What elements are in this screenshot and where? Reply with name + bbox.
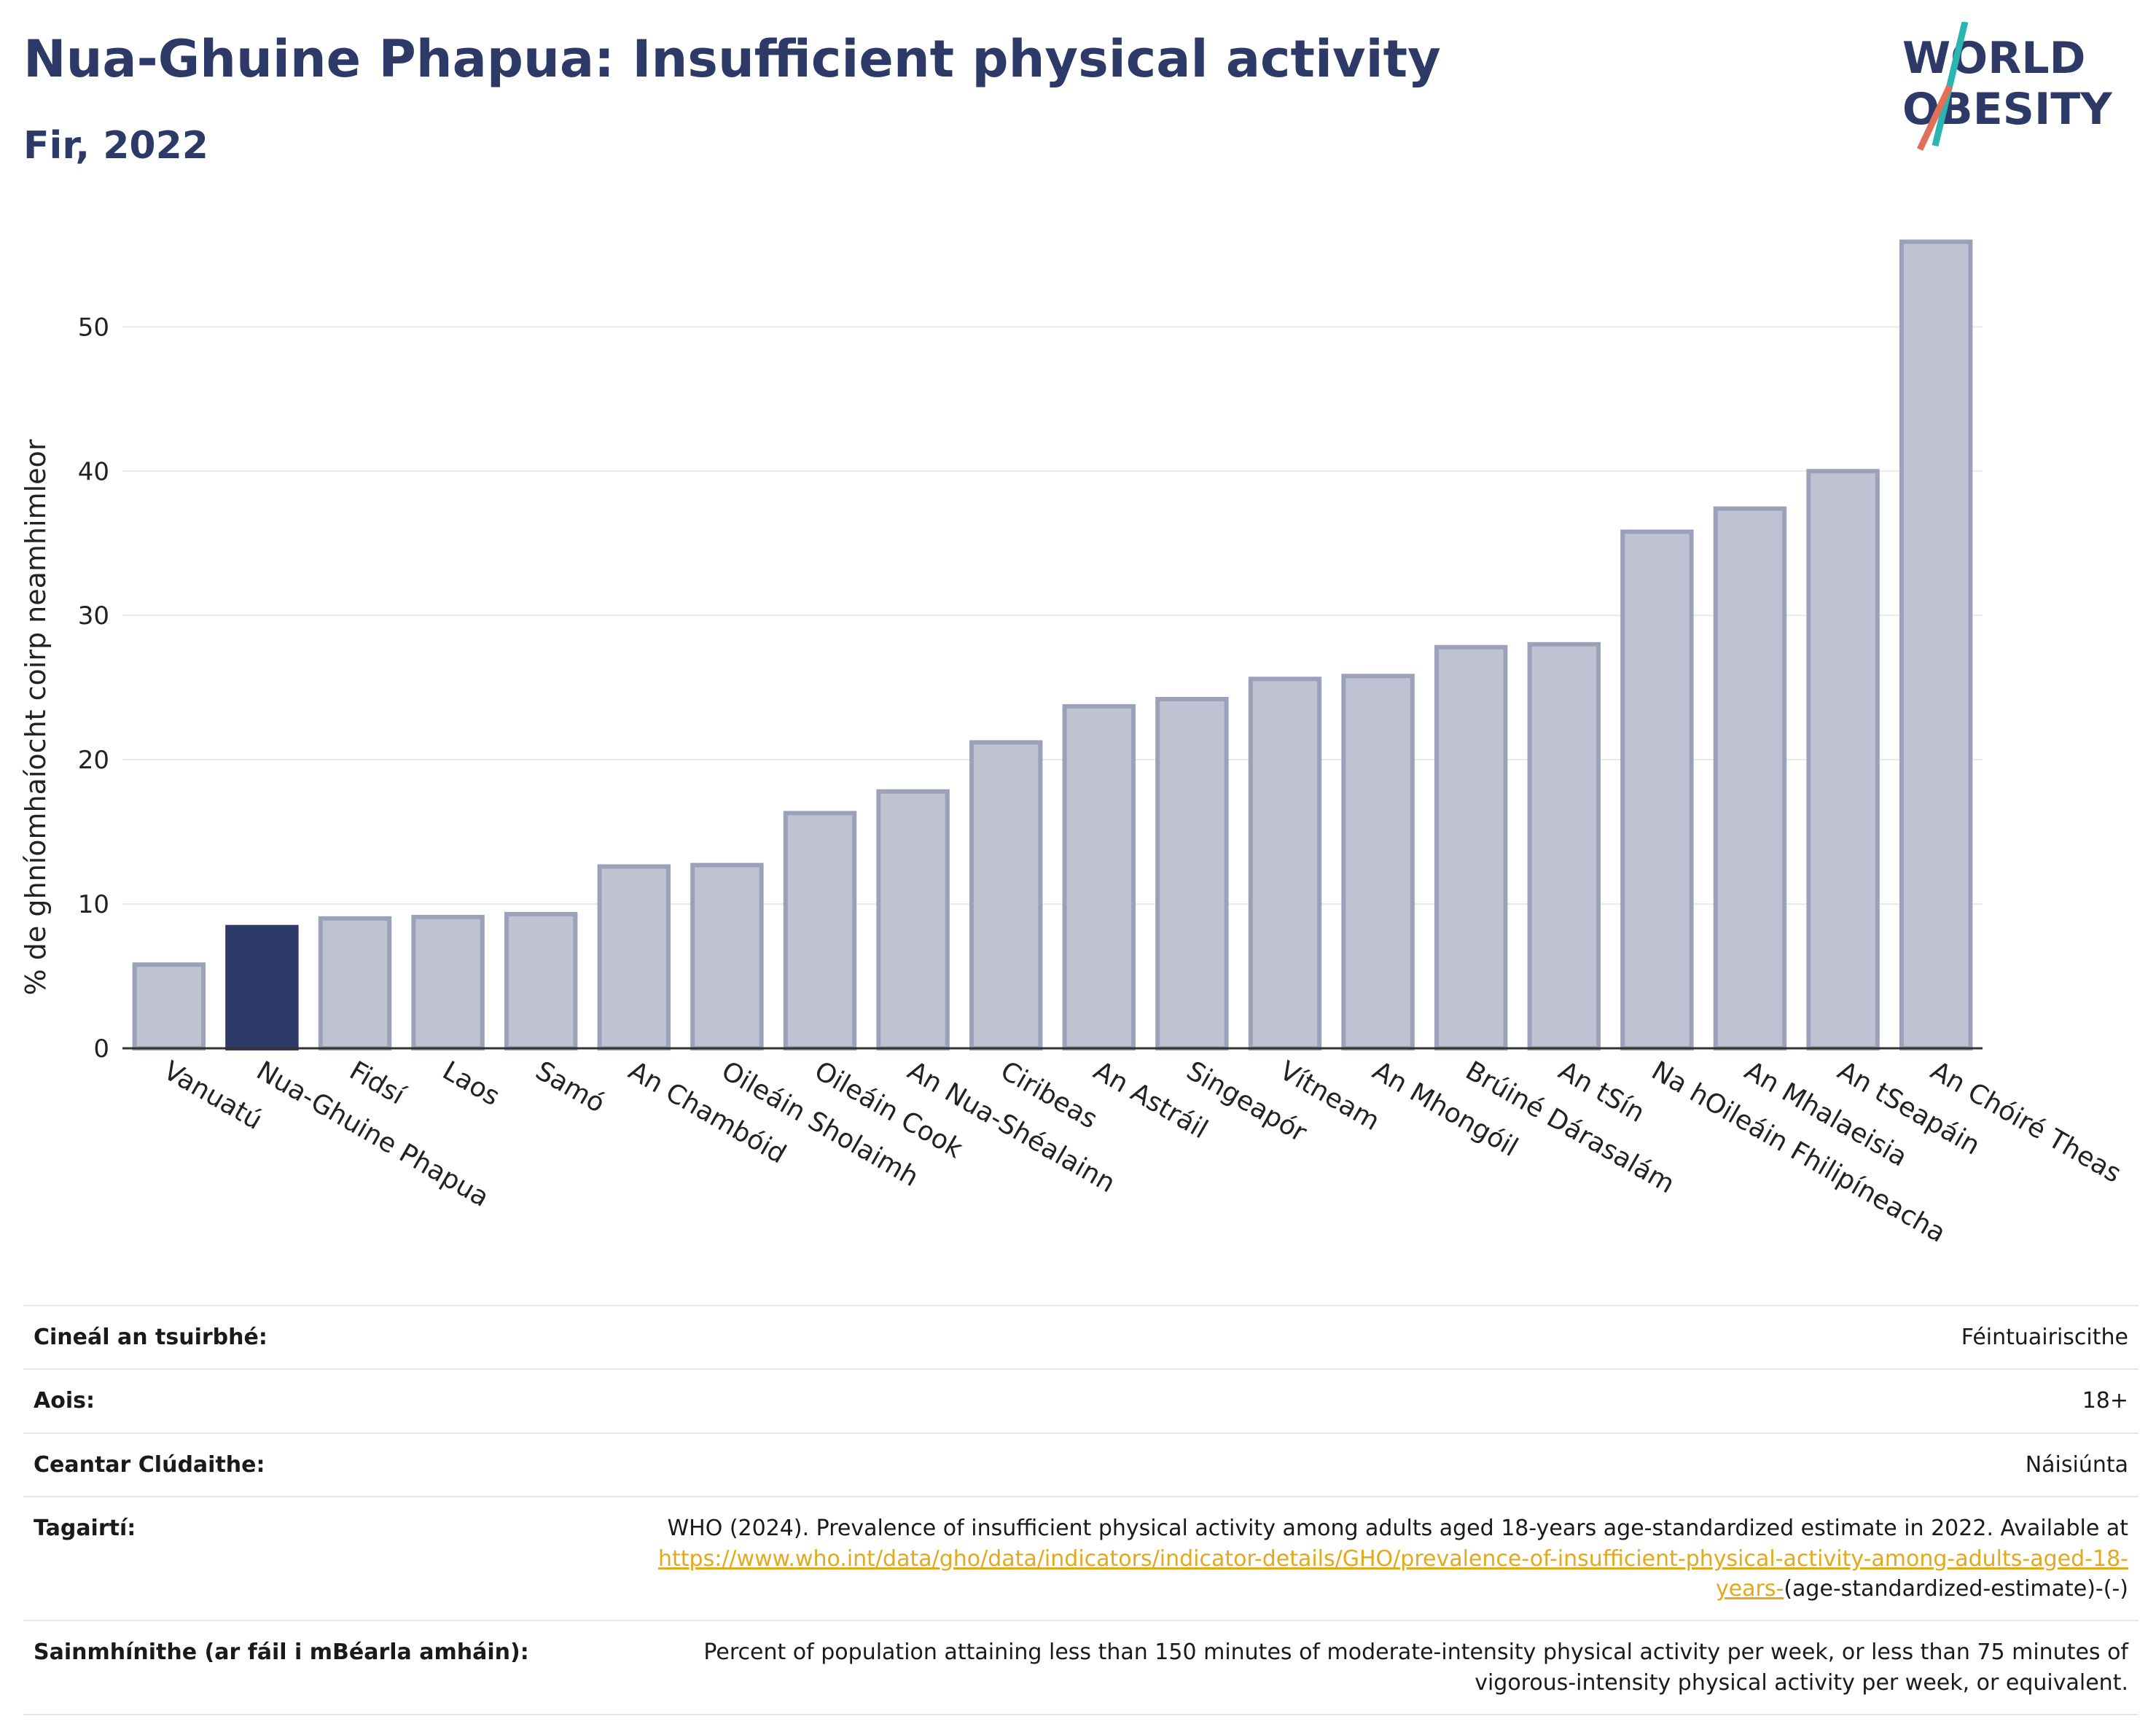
meta-key: Sainmhínithe (ar fáil i mBéarla amháin): <box>23 1620 598 1716</box>
meta-value: Percent of population attaining less tha… <box>598 1620 2139 1716</box>
bar <box>411 914 485 1050</box>
bar <box>1341 674 1415 1051</box>
meta-row-references: Tagairtí: WHO (2024). Prevalence of insu… <box>23 1496 2139 1622</box>
y-tick-label: 20 <box>78 746 109 775</box>
svg-text:WORLD: WORLD <box>1902 33 2085 84</box>
y-tick-label: 50 <box>78 313 109 342</box>
meta-row-definitions: Sainmhínithe (ar fáil i mBéarla amháin):… <box>23 1620 2139 1716</box>
meta-row-age: Aois: 18+ <box>23 1368 2139 1434</box>
bar <box>876 789 950 1050</box>
x-category-label: Samó <box>531 1056 610 1119</box>
chart-subtitle: Fir, 2022 <box>23 124 208 168</box>
metadata-table: Cineál an tsuirbhé: Féintuairiscithe Aoi… <box>23 1304 2139 1716</box>
bar <box>1899 239 1973 1050</box>
bar <box>1155 697 1229 1050</box>
y-tick-label: 30 <box>78 601 109 631</box>
bar <box>504 911 578 1050</box>
meta-key: Tagairtí: <box>23 1496 598 1622</box>
meta-value: 18+ <box>598 1368 2139 1434</box>
bar <box>1713 506 1787 1051</box>
bar <box>969 740 1043 1051</box>
x-category-label: An Chambóid <box>623 1056 791 1169</box>
chart-title: Nua-Ghuine Phapua: Insufficient physical… <box>23 29 1441 89</box>
bars <box>132 239 1973 1051</box>
bar <box>132 962 206 1050</box>
reference-text: WHO (2024). Prevalence of insufficient p… <box>667 1516 2128 1542</box>
gridlines <box>122 326 1983 905</box>
bar <box>1062 703 1136 1050</box>
y-tick-label: 40 <box>78 457 109 486</box>
bar <box>1248 677 1322 1051</box>
x-category-label: Vanuatú <box>158 1056 267 1136</box>
world-obesity-logo: WORLD OBESITY <box>1902 22 2113 151</box>
meta-value: WHO (2024). Prevalence of insufficient p… <box>598 1496 2139 1622</box>
meta-value: Náisiúnta <box>598 1432 2139 1498</box>
meta-row-coverage: Ceantar Clúdaithe: Náisiúnta <box>23 1432 2139 1498</box>
bar <box>318 916 392 1050</box>
y-axis-title: % de ghníomhaíocht coirp neamhimleor <box>20 439 52 995</box>
bar <box>690 862 764 1050</box>
meta-key: Cineál an tsuirbhé: <box>23 1304 598 1371</box>
svg-text:OBESITY: OBESITY <box>1902 84 2113 135</box>
bar <box>783 811 857 1051</box>
y-tick-label: 0 <box>93 1034 109 1064</box>
reference-link[interactable]: https://www.who.int/data/gho/data/indica… <box>658 1545 2128 1602</box>
y-axis-ticks: 0 10 20 30 40 50 <box>78 313 109 1064</box>
bar <box>1434 644 1508 1050</box>
y-tick-label: 10 <box>78 890 109 919</box>
bar <box>225 924 299 1050</box>
meta-key: Ceantar Clúdaithe: <box>23 1432 598 1498</box>
meta-row-survey-type: Cineál an tsuirbhé: Féintuairiscithe <box>23 1304 2139 1371</box>
bar <box>1806 469 1880 1050</box>
bar <box>1527 642 1601 1050</box>
bar <box>1620 529 1694 1050</box>
x-category-label: Laos <box>437 1056 504 1112</box>
meta-key: Aois: <box>23 1368 598 1434</box>
meta-value: Féintuairiscithe <box>598 1304 2139 1371</box>
x-category-label: Fidsí <box>345 1056 410 1111</box>
bar <box>597 864 671 1050</box>
reference-suffix: (age-standardized-estimate)-(-) <box>1784 1575 2128 1602</box>
